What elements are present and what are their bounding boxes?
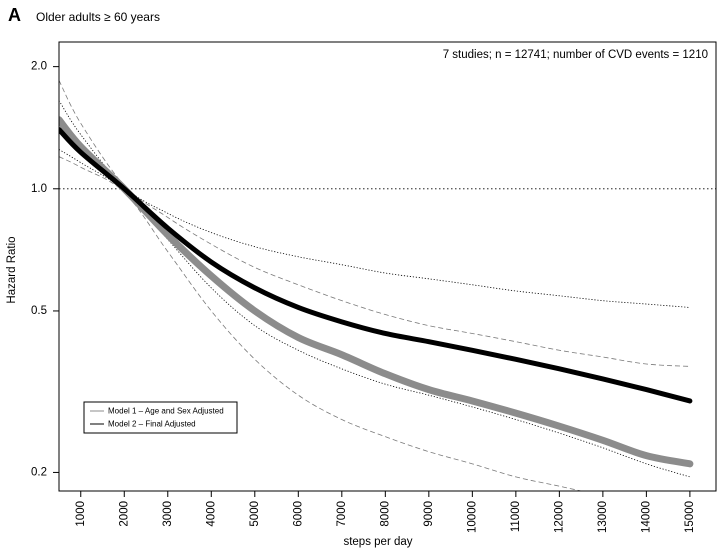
legend-label: Model 1 – Age and Sex Adjusted xyxy=(108,407,224,416)
legend-label: Model 2 – Final Adjusted xyxy=(108,420,196,429)
x-tick-label: 14000 xyxy=(640,501,652,533)
x-tick-label: 3000 xyxy=(162,501,174,527)
series-layer xyxy=(59,116,694,468)
y-tick-label: 0.2 xyxy=(31,466,47,478)
panel-letter: A xyxy=(8,5,21,25)
x-tick-label: 5000 xyxy=(249,501,261,527)
x-tick-label: 13000 xyxy=(597,501,609,533)
model2-ci-upper-line xyxy=(59,100,690,308)
y-tick-label: 1.0 xyxy=(31,183,47,195)
x-tick-label: 15000 xyxy=(684,501,696,533)
model1-ci-lower-line xyxy=(59,156,583,491)
y-tick-label: 0.5 xyxy=(31,305,47,317)
x-tick-label: 8000 xyxy=(379,501,391,527)
x-axis: 1000 2000 3000 4000 5000 6000 7000 8000 9000 1000… xyxy=(75,491,696,533)
x-axis-label: steps per day xyxy=(343,536,412,548)
x-tick-label: 10000 xyxy=(466,501,478,533)
x-tick-label: 12000 xyxy=(553,501,565,533)
y-axis: 0.2 0.5 1.0 2.0 xyxy=(31,61,59,478)
y-tick-label: 2.0 xyxy=(31,61,47,73)
x-tick-label: 6000 xyxy=(292,501,304,527)
plot-frame xyxy=(58,41,717,492)
legend-box xyxy=(83,401,238,434)
x-tick-label: 9000 xyxy=(423,501,435,527)
x-tick-label: 4000 xyxy=(205,501,217,527)
model1-ci-upper-line xyxy=(59,80,690,367)
panel-title: Older adults ≥ 60 years xyxy=(36,10,160,24)
x-tick-label: 2000 xyxy=(118,501,130,527)
x-tick-label: 11000 xyxy=(510,501,522,532)
model2-series-line xyxy=(59,126,693,404)
x-tick-label: 7000 xyxy=(336,501,348,527)
confidence-band-layer xyxy=(59,80,691,491)
x-tick-label: 1000 xyxy=(75,501,87,527)
study-annotation: 7 studies; n = 12741; number of CVD even… xyxy=(443,49,708,61)
legend: Model 1 – Age and Sex Adjusted Model 2 – … xyxy=(83,401,238,434)
y-axis-label: Hazard Ratio xyxy=(6,236,18,303)
